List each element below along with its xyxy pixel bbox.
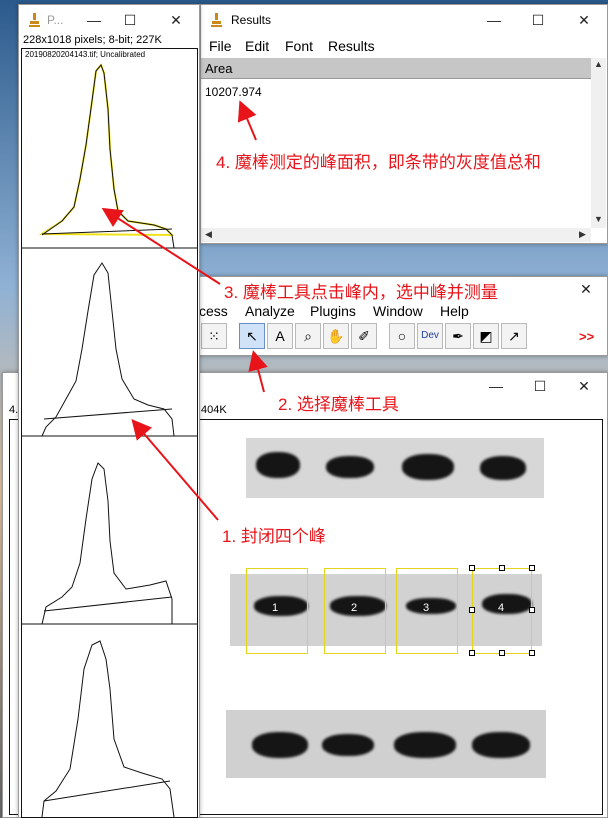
maximize-icon[interactable]: ☐: [533, 378, 547, 394]
profile-plots: [22, 63, 197, 817]
menu-edit[interactable]: Edit: [245, 38, 270, 54]
gel-strip-bottom: [226, 710, 546, 778]
close-icon[interactable]: ✕: [170, 12, 182, 28]
area-value[interactable]: 10207.974: [205, 85, 262, 99]
menu-window[interactable]: Window: [373, 303, 423, 319]
magnifier-tool-icon[interactable]: ⌕: [295, 323, 321, 349]
close-icon[interactable]: ✕: [578, 378, 590, 394]
minimize-icon[interactable]: —: [87, 12, 101, 28]
plot-image-info: 228x1018 pixels; 8-bit; 227K: [23, 34, 162, 46]
band: [480, 456, 526, 480]
peak-3-curve: [41, 462, 173, 625]
band: [252, 732, 308, 758]
gel-info-left: 4.: [9, 404, 19, 416]
scroll-down-icon[interactable]: ▼: [592, 213, 605, 226]
maximize-icon[interactable]: ☐: [123, 12, 137, 28]
menu-plugins[interactable]: Plugins: [310, 303, 356, 319]
imagej-logo-icon: [29, 13, 40, 27]
band: [322, 734, 374, 756]
close-icon[interactable]: ✕: [580, 281, 592, 297]
annotation-step2: 2. 选择魔棒工具: [278, 395, 399, 414]
lane-label-3: 3: [423, 602, 430, 614]
gel-strip-middle: [230, 574, 542, 646]
menu-font[interactable]: Font: [285, 38, 314, 54]
band: [482, 594, 532, 614]
selection-handle[interactable]: [529, 650, 535, 656]
band: [254, 596, 308, 616]
plot-profile-window: P... — ☐ ✕ 228x1018 pixels; 8-bit; 227K …: [18, 4, 200, 818]
lane-selection-3[interactable]: [396, 568, 458, 654]
lane-label-4: 4: [498, 602, 505, 614]
peak-1-baseline: [41, 228, 173, 235]
peak-3-baseline: [43, 596, 173, 612]
results-menubar: File Edit Font Results: [201, 35, 607, 57]
lane-label-1: 1: [272, 602, 279, 614]
menu-results[interactable]: Results: [328, 38, 375, 54]
menu-help[interactable]: Help: [440, 303, 469, 319]
color-picker-icon[interactable]: ✐: [351, 323, 377, 349]
annotation-step4: 4. 魔棒测定的峰面积，即条带的灰度值总和: [216, 153, 541, 172]
band: [394, 732, 456, 758]
lane-selection-1[interactable]: [246, 568, 308, 654]
menu-process[interactable]: cess: [199, 303, 228, 319]
band: [256, 452, 300, 478]
peak-4-curve: [41, 640, 175, 817]
vertical-scrollbar[interactable]: ▲ ▼: [591, 58, 606, 228]
selection-handle[interactable]: [529, 565, 535, 571]
band: [472, 732, 530, 758]
flood-fill-icon[interactable]: ◩: [473, 323, 499, 349]
imagej-main-window: ✕ cess Analyze Plugins Window Help ⁙ ↖ A ⌕ ✋…: [150, 276, 608, 356]
band: [326, 456, 374, 478]
gel-strip-top: [246, 438, 544, 498]
menu-file[interactable]: File: [209, 38, 232, 54]
band: [406, 598, 456, 614]
selection-handle[interactable]: [469, 650, 475, 656]
scroll-left-icon[interactable]: ◀: [202, 228, 215, 241]
text-tool-icon[interactable]: A: [267, 323, 293, 349]
horizontal-scrollbar[interactable]: ◀ ▶: [201, 228, 591, 242]
column-header-label: Area: [205, 61, 233, 76]
selection-handle[interactable]: [529, 607, 535, 613]
plot-window-title: P...: [47, 13, 64, 27]
peak-4-baseline: [43, 780, 171, 802]
peak-2-baseline: [43, 408, 173, 420]
column-header-area[interactable]: Area: [201, 58, 591, 79]
band: [402, 454, 454, 480]
scroll-right-icon[interactable]: ▶: [576, 228, 589, 241]
peak-1-selection: [38, 63, 175, 237]
plot-canvas[interactable]: 20190820204143.tif; Uncalibrated: [21, 48, 198, 818]
maximize-icon[interactable]: ☐: [531, 12, 545, 28]
band: [330, 596, 386, 616]
annotation-step1: 1. 封闭四个峰: [222, 527, 326, 546]
imagej-menubar: cess Analyze Plugins Window Help: [151, 300, 607, 322]
gel-info-right: 404K: [201, 404, 227, 416]
more-tools-button[interactable]: >>: [579, 329, 595, 344]
toolbar: ⁙ ↖ A ⌕ ✋ ✐ ○ Dev ✒ ◩ ↗ >>: [201, 323, 607, 351]
imagej-logo-icon: [211, 13, 222, 27]
results-table: Area 10207.974: [201, 58, 591, 228]
peak-1-curve: [41, 64, 175, 249]
results-title: Results: [231, 13, 272, 27]
selection-handle[interactable]: [499, 565, 505, 571]
results-window: Results — ☐ ✕ File Edit Font Results Are…: [200, 4, 608, 244]
selection-handle[interactable]: [469, 607, 475, 613]
menu-analyze[interactable]: Analyze: [245, 303, 295, 319]
pipette-icon[interactable]: ↗: [501, 323, 527, 349]
plot-image-label: 20190820204143.tif; Uncalibrated: [25, 50, 146, 59]
dev-tool-icon[interactable]: Dev: [417, 323, 443, 349]
selection-handle[interactable]: [499, 650, 505, 656]
minimize-icon[interactable]: —: [489, 378, 503, 394]
close-icon[interactable]: ✕: [578, 12, 590, 28]
lane-selection-2[interactable]: [324, 568, 386, 654]
selection-brush-icon[interactable]: ⁙: [201, 323, 227, 349]
lane-label-2: 2: [351, 602, 358, 614]
wand-tool-icon[interactable]: ↖: [239, 323, 265, 349]
scroll-up-icon[interactable]: ▲: [592, 58, 605, 71]
hand-tool-icon[interactable]: ✋: [323, 323, 349, 349]
annotation-step3: 3. 魔棒工具点击峰内，选中峰并测量: [224, 283, 498, 302]
selection-handle[interactable]: [469, 565, 475, 571]
brush-icon[interactable]: ✒: [445, 323, 471, 349]
minimize-icon[interactable]: —: [487, 12, 501, 28]
zoom-icon[interactable]: ○: [389, 323, 415, 349]
